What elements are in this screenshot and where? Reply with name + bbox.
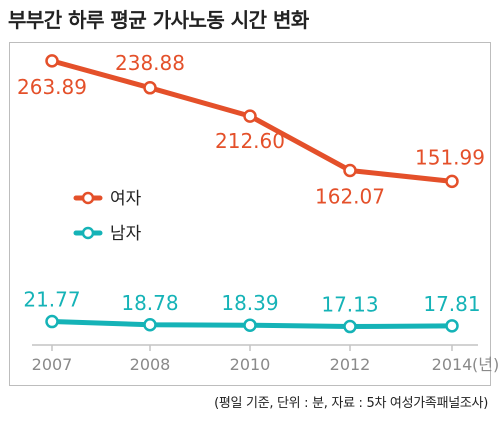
- data-point-1-3: [343, 319, 357, 334]
- legend-label-1: 남자: [110, 224, 142, 244]
- legend-marker-0: [81, 191, 95, 205]
- data-label-0-4: 151.99: [415, 145, 485, 169]
- data-label-0-1: 238.88: [115, 51, 185, 75]
- source-note: (평일 기준, 단위 : 분, 자료 : 5차 여성가족패널조사): [214, 396, 488, 411]
- data-point-1-1: [143, 318, 157, 332]
- data-label-1-0: 21.77: [23, 288, 80, 312]
- data-label-1-2: 18.39: [221, 291, 278, 315]
- data-point-0-1: [143, 81, 157, 95]
- data-point-1-4: [445, 319, 459, 333]
- data-label-1-1: 18.78: [121, 291, 178, 315]
- x-unit-label: (년): [472, 355, 499, 374]
- data-label-0-0: 263.89: [17, 75, 87, 99]
- legend-label-0: 여자: [110, 189, 142, 209]
- x-tick-label-2010: 2010: [230, 355, 271, 374]
- plot-frame: [9, 42, 491, 386]
- data-point-0-2: [243, 109, 257, 123]
- x-tick-label-2007: 2007: [32, 355, 73, 374]
- x-tick-label-2008: 2008: [130, 355, 171, 374]
- data-point-0-4: [445, 174, 459, 189]
- data-point-1-2: [243, 318, 257, 332]
- x-tick-label-2012: 2012: [330, 355, 371, 374]
- data-point-0-3: [343, 163, 357, 178]
- data-point-1-0: [45, 314, 59, 329]
- data-label-0-2: 212.60: [215, 129, 285, 153]
- x-tick-label-2014: 2014: [432, 355, 473, 374]
- chart-title: 부부간 하루 평균 가사노동 시간 변화: [8, 8, 309, 32]
- data-point-0-0: [45, 54, 59, 68]
- legend-marker-1: [81, 226, 95, 240]
- data-label-1-3: 17.13: [321, 293, 378, 317]
- data-label-0-3: 162.07: [315, 185, 385, 209]
- data-label-1-4: 17.81: [423, 292, 480, 316]
